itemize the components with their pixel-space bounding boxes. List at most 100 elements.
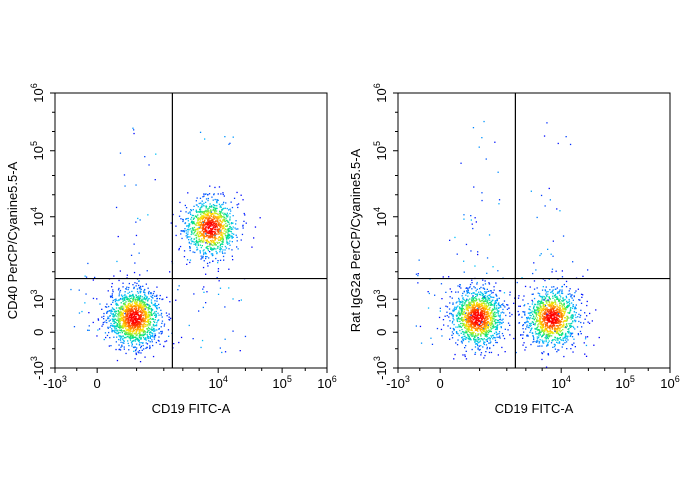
event-dot bbox=[144, 292, 146, 294]
event-dot bbox=[580, 309, 582, 311]
event-dot bbox=[490, 328, 493, 330]
event-dot bbox=[453, 308, 455, 310]
event-dot bbox=[452, 310, 454, 312]
event-dot bbox=[218, 215, 220, 217]
event-dot bbox=[161, 320, 164, 322]
event-dot bbox=[168, 318, 170, 321]
event-dot bbox=[229, 208, 231, 210]
event-dot bbox=[450, 312, 453, 315]
event-dot bbox=[540, 327, 542, 329]
event-dot bbox=[545, 337, 548, 339]
event-dot bbox=[554, 301, 556, 303]
event-dot bbox=[476, 327, 478, 329]
event-dot bbox=[518, 305, 520, 307]
event-dot bbox=[522, 334, 524, 336]
event-dot bbox=[135, 353, 137, 355]
event-dot bbox=[477, 306, 479, 308]
event-dot bbox=[470, 323, 472, 325]
event-dot bbox=[113, 315, 116, 317]
event-dot bbox=[201, 245, 203, 247]
event-dot bbox=[156, 308, 158, 310]
event-dot bbox=[537, 301, 539, 303]
event-dot bbox=[203, 195, 205, 197]
event-dot bbox=[497, 311, 499, 313]
event-dot bbox=[556, 351, 558, 353]
event-dot bbox=[217, 238, 219, 240]
event-dot bbox=[526, 318, 528, 320]
event-dot bbox=[535, 303, 537, 306]
event-dot bbox=[232, 330, 234, 332]
event-dot bbox=[504, 306, 506, 308]
event-dot bbox=[210, 240, 212, 242]
event-dot bbox=[485, 315, 487, 318]
event-dot bbox=[144, 308, 146, 310]
event-dot bbox=[214, 215, 216, 218]
event-dot bbox=[145, 325, 147, 328]
event-dot bbox=[463, 319, 465, 321]
event-dot bbox=[146, 324, 149, 326]
y-axis-title: CD40 PerCP/Cyanine5.5-A bbox=[5, 161, 20, 319]
event-dot bbox=[485, 339, 487, 341]
event-dot bbox=[452, 302, 454, 304]
event-dot bbox=[567, 293, 569, 295]
event-dot bbox=[184, 222, 187, 224]
event-dot bbox=[186, 225, 188, 227]
event-dot bbox=[470, 333, 473, 335]
event-dot bbox=[110, 322, 112, 325]
event-dot bbox=[553, 317, 556, 319]
event-dot bbox=[181, 230, 183, 232]
event-dot bbox=[471, 307, 473, 309]
event-dot bbox=[505, 314, 507, 317]
event-dot bbox=[144, 303, 146, 306]
event-dot bbox=[568, 298, 570, 301]
event-dot bbox=[126, 331, 128, 333]
event-dot bbox=[473, 335, 475, 337]
event-dot bbox=[224, 306, 226, 308]
event-dot bbox=[553, 311, 555, 314]
event-dot bbox=[113, 275, 115, 277]
event-dot bbox=[550, 331, 552, 333]
event-dot bbox=[218, 280, 220, 282]
event-dot bbox=[122, 308, 124, 310]
event-dot bbox=[545, 300, 547, 302]
event-dot bbox=[503, 337, 506, 340]
event-dot bbox=[222, 193, 224, 196]
event-dot bbox=[142, 285, 144, 287]
event-dot bbox=[144, 294, 146, 296]
event-dot bbox=[478, 304, 480, 306]
event-dot bbox=[137, 337, 139, 339]
event-dot bbox=[539, 320, 541, 322]
event-dot bbox=[544, 308, 546, 310]
event-dot bbox=[498, 306, 500, 309]
event-dot bbox=[157, 312, 159, 314]
event-dot bbox=[158, 314, 160, 316]
event-dot bbox=[483, 313, 486, 316]
event-dot bbox=[117, 319, 119, 322]
event-dot bbox=[559, 323, 561, 325]
event-dot bbox=[116, 359, 119, 362]
event-dot bbox=[564, 336, 567, 338]
event-dot bbox=[218, 203, 221, 205]
event-dot bbox=[109, 319, 111, 321]
event-dot bbox=[122, 286, 124, 288]
event-dot bbox=[212, 209, 214, 212]
event-dot bbox=[585, 355, 588, 357]
event-dot bbox=[566, 300, 568, 302]
event-dot bbox=[461, 309, 463, 311]
event-dot bbox=[225, 237, 227, 239]
event-dot bbox=[479, 288, 481, 290]
event-dot bbox=[211, 248, 213, 251]
event-dot bbox=[113, 320, 116, 323]
event-dot bbox=[131, 313, 133, 315]
event-dot bbox=[223, 216, 225, 219]
event-dot bbox=[156, 329, 158, 331]
event-dot bbox=[116, 325, 118, 327]
event-dot bbox=[235, 234, 237, 236]
event-dot bbox=[218, 236, 221, 238]
event-dot bbox=[232, 136, 234, 138]
event-dot bbox=[488, 315, 490, 317]
event-dot bbox=[210, 206, 212, 208]
event-dot bbox=[110, 325, 112, 327]
event-dot bbox=[473, 297, 476, 299]
event-dot bbox=[173, 343, 175, 345]
